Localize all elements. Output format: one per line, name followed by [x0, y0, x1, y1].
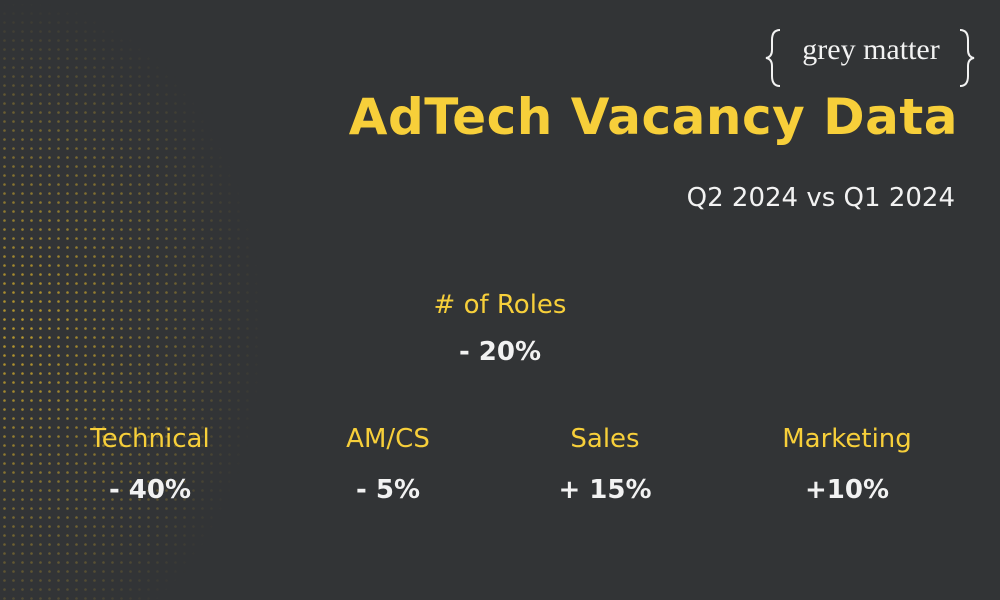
overall-value: - 20%: [458, 337, 542, 367]
brace-right: [959, 29, 975, 87]
category-value: - 5%: [356, 475, 420, 505]
category-value: - 40%: [108, 475, 192, 505]
category-label: Sales: [570, 424, 640, 454]
brace-left: [765, 29, 781, 87]
category-value: + 15%: [558, 475, 652, 505]
category-label: Technical: [90, 424, 210, 454]
overall-label: # of Roles: [433, 290, 567, 320]
category-value: +10%: [804, 475, 890, 505]
subtitle: Q2 2024 vs Q1 2024: [686, 183, 955, 213]
category-label: Marketing: [782, 424, 912, 454]
title: AdTech Vacancy Data: [348, 88, 958, 146]
category-label: AM/CS: [346, 424, 430, 454]
brand-logo: grey matter: [802, 33, 940, 66]
